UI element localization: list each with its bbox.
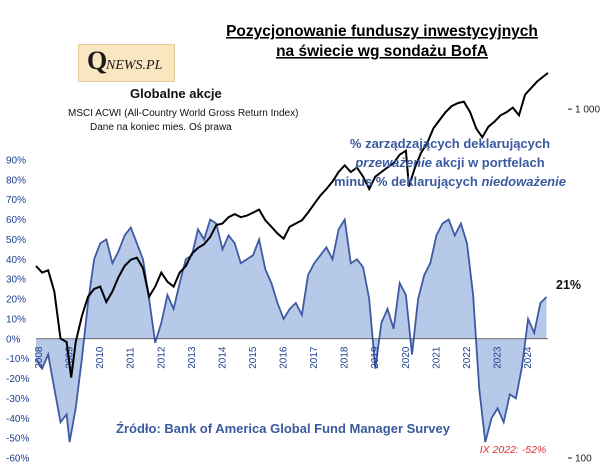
year-label: 2024 (523, 346, 534, 369)
msci-acwi-line (35, 72, 549, 378)
left-tick-label: 30% (6, 275, 26, 286)
left-tick-label: -40% (6, 414, 29, 425)
left-tick-label: 70% (6, 195, 26, 206)
left-tick-label: 20% (6, 295, 26, 306)
right-tick-label: 1 000 (575, 105, 600, 116)
sentiment-line (35, 216, 548, 443)
label-global-equities: Globalne akcje (130, 86, 222, 101)
left-tick-label: 60% (6, 215, 26, 226)
left-tick-label: -20% (6, 374, 29, 385)
year-label: 2016 (279, 346, 290, 369)
left-tick-label: 40% (6, 255, 26, 266)
year-label: 2023 (493, 346, 504, 369)
left-tick-label: 50% (6, 235, 26, 246)
year-label: 2022 (462, 346, 473, 369)
year-label: 2008 (34, 346, 45, 369)
year-label: 2021 (431, 346, 442, 369)
logo-text: NEWS.PL (106, 58, 163, 73)
year-label: 2010 (95, 346, 106, 369)
chart-title-line1: Pozycjonowanie funduszy inwestycyjnych (226, 23, 538, 40)
min-value-note: IX 2022: -52% (480, 444, 547, 456)
annotation-line2: przeważenie akcji w portfelach (354, 155, 544, 170)
year-label: 2011 (126, 347, 137, 369)
year-label: 2015 (248, 346, 259, 369)
label-data-note: Dane na koniec mies. Oś prawa (90, 122, 232, 133)
qnews-logo: Q NEWS.PL (78, 44, 175, 82)
left-tick-label: -30% (6, 394, 29, 405)
left-tick-label: 80% (6, 175, 26, 186)
year-label: 2012 (156, 346, 167, 369)
sentiment-area (36, 219, 547, 443)
source-note: Źródło: Bank of America Global Fund Mana… (116, 421, 451, 436)
year-label: 2009 (65, 346, 76, 369)
left-tick-label: 90% (6, 155, 26, 166)
last-value-label: 21% (556, 278, 581, 292)
annotation-line3: minus % deklarujących niedoważenie (334, 174, 566, 189)
chart-title-line2: na świecie wg sondażu BofA (276, 43, 488, 60)
year-label: 2019 (370, 346, 381, 369)
year-label: 2018 (340, 346, 351, 369)
year-label: 2020 (401, 346, 412, 369)
left-tick-label: 0% (6, 334, 21, 345)
left-tick-label: -60% (6, 454, 29, 465)
left-tick-label: -10% (6, 354, 29, 365)
annotation-line2-rest: akcji w portfelach (432, 155, 545, 170)
year-label: 2017 (309, 346, 320, 369)
right-tick-label: 100 (575, 454, 592, 465)
annotation-overweight: przeważenie (354, 155, 432, 170)
annotation-line1: % zarządzających deklarujących (350, 136, 550, 151)
left-tick-label: -50% (6, 434, 29, 445)
annotation-underweight: niedoważenie (481, 174, 566, 189)
year-label: 2013 (187, 346, 198, 369)
year-label: 2014 (217, 346, 228, 369)
logo-q: Q (87, 46, 108, 75)
annotation-line3-rest: minus % deklarujących (334, 174, 481, 189)
label-index-name: MSCI ACWI (All-Country World Gross Retur… (68, 108, 298, 119)
left-tick-label: 10% (6, 314, 26, 325)
